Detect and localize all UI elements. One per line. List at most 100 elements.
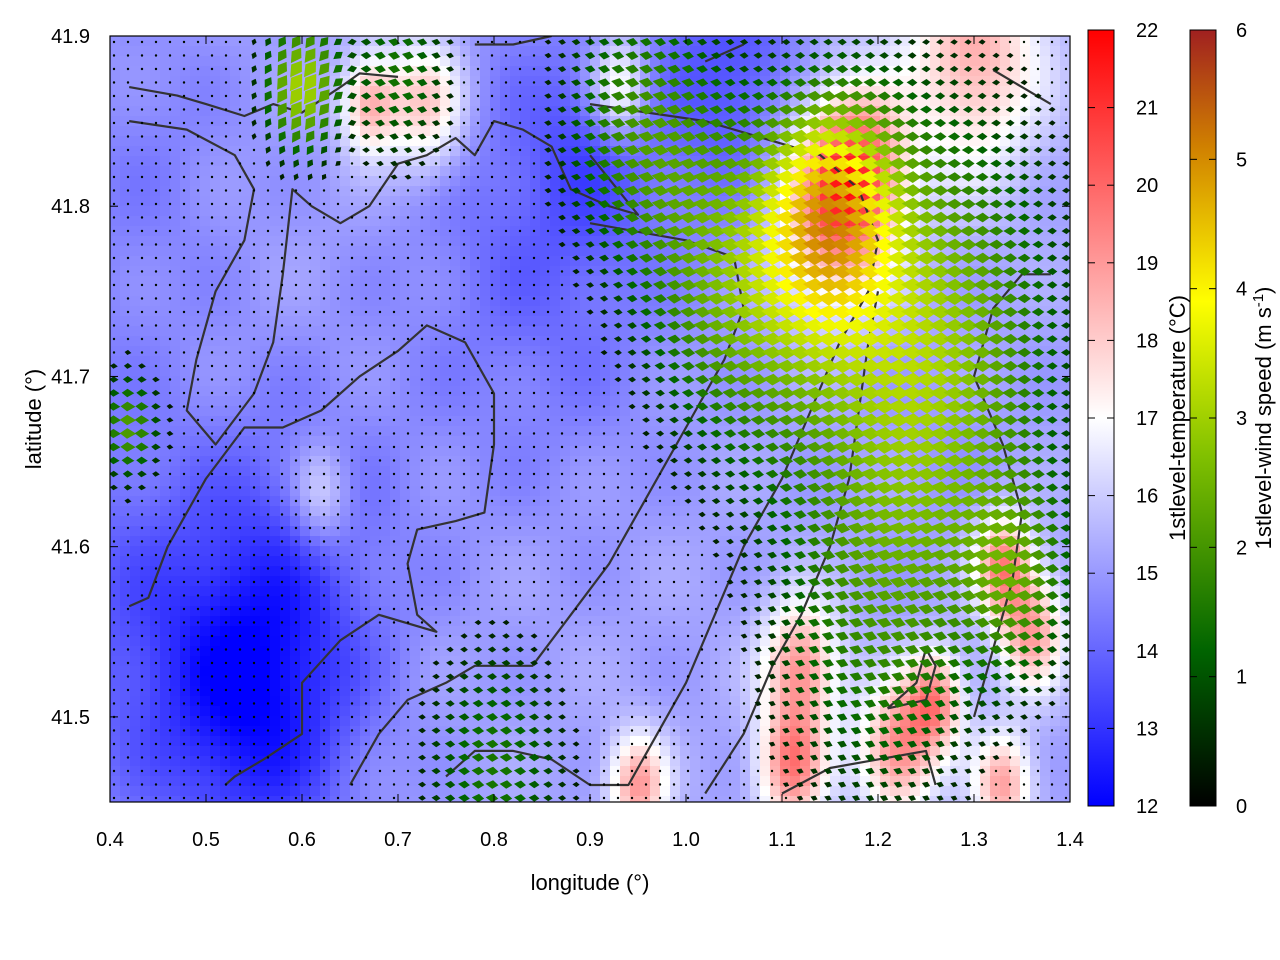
heatmap-cell [510, 326, 521, 337]
heatmap-cell [1020, 206, 1031, 217]
heatmap-cell [290, 386, 301, 397]
heatmap-cell [710, 136, 721, 147]
heatmap-cell [940, 356, 951, 367]
heatmap-cell [1020, 166, 1031, 177]
heatmap-cell [580, 156, 591, 167]
heatmap-cell [690, 316, 701, 327]
heatmap-cell [660, 476, 671, 487]
heatmap-cell [620, 36, 631, 47]
heatmap-cell [570, 386, 581, 397]
heatmap-cell [830, 66, 841, 77]
heatmap-cell [1020, 86, 1031, 97]
heatmap-cell [1040, 476, 1051, 487]
heatmap-cell [800, 326, 811, 337]
heatmap-cell [610, 206, 621, 217]
heatmap-cell [480, 76, 491, 87]
heatmap-cell [570, 516, 581, 527]
heatmap-cell [410, 296, 421, 307]
heatmap-cell [690, 376, 701, 387]
heatmap-cell [860, 506, 871, 517]
heatmap-cell [150, 176, 161, 187]
heatmap-cell [220, 246, 231, 257]
heatmap-cell [470, 256, 481, 267]
heatmap-cell [380, 426, 391, 437]
heatmap-cell [620, 276, 631, 287]
heatmap-cell [220, 136, 231, 147]
heatmap-cell [550, 346, 561, 357]
heatmap-cell [920, 436, 931, 447]
heatmap-cell [340, 376, 351, 387]
heatmap-cell [1040, 546, 1051, 557]
heatmap-cell [970, 546, 981, 557]
heatmap-cell [1040, 116, 1051, 127]
heatmap-cell [170, 336, 181, 347]
heatmap-cell [400, 66, 411, 77]
heatmap-cell [200, 436, 211, 447]
heatmap-cell [740, 246, 751, 257]
heatmap-cell [550, 476, 561, 487]
heatmap-cell [830, 506, 841, 517]
heatmap-cell [470, 286, 481, 297]
heatmap-cell [230, 376, 241, 387]
heatmap-cell [180, 376, 191, 387]
heatmap-cell [530, 296, 541, 307]
heatmap-cell [530, 286, 541, 297]
heatmap-cell [630, 456, 641, 467]
heatmap-cell [670, 56, 681, 67]
heatmap-cell [650, 46, 661, 57]
heatmap-cell [610, 516, 621, 527]
heatmap-cell [260, 36, 271, 47]
heatmap-cell [150, 346, 161, 357]
heatmap-cell [890, 476, 901, 487]
heatmap-cell [1030, 546, 1041, 557]
heatmap-cell [460, 246, 471, 257]
heatmap-cell [140, 556, 151, 567]
heatmap-cell [600, 526, 611, 537]
heatmap-cell [320, 386, 331, 397]
heatmap-cell [1040, 376, 1051, 387]
heatmap-cell [350, 276, 361, 287]
heatmap-cell [510, 186, 521, 197]
heatmap-cell [670, 326, 681, 337]
heatmap-cell [1030, 526, 1041, 537]
heatmap-cell [410, 476, 421, 487]
heatmap-cell [590, 476, 601, 487]
heatmap-cell [610, 416, 621, 427]
heatmap-cell [460, 136, 471, 147]
heatmap-cell [170, 136, 181, 147]
heatmap-cell [280, 286, 291, 297]
heatmap-cell [150, 206, 161, 217]
heatmap-cell [620, 516, 631, 527]
heatmap-cell [160, 386, 171, 397]
heatmap-cell [930, 86, 941, 97]
heatmap-cell [260, 56, 271, 67]
heatmap-cell [650, 56, 661, 67]
heatmap-cell [600, 426, 611, 437]
heatmap-cell [180, 386, 191, 397]
heatmap-cell [210, 76, 221, 87]
heatmap-cell [1040, 186, 1051, 197]
heatmap-cell [370, 206, 381, 217]
heatmap-cell [910, 46, 921, 57]
heatmap-cell [910, 86, 921, 97]
heatmap-cell [170, 266, 181, 277]
heatmap-cell [1050, 256, 1061, 267]
heatmap-cell [380, 496, 391, 507]
heatmap-cell [730, 46, 741, 57]
heatmap-cell [250, 196, 261, 207]
heatmap-cell [600, 96, 611, 107]
heatmap-cell [300, 296, 311, 307]
heatmap-cell [730, 316, 741, 327]
heatmap-cell [180, 246, 191, 257]
heatmap-cell [130, 136, 141, 147]
heatmap-cell [730, 476, 741, 487]
heatmap-cell [1020, 356, 1031, 367]
heatmap-cell [1060, 116, 1070, 127]
heatmap-cell [770, 56, 781, 67]
heatmap-cell [660, 446, 671, 457]
heatmap-cell [930, 126, 941, 137]
heatmap-cell [940, 286, 951, 297]
heatmap-cell [170, 366, 181, 377]
heatmap-cell [580, 316, 591, 327]
heatmap-cell [220, 56, 231, 67]
